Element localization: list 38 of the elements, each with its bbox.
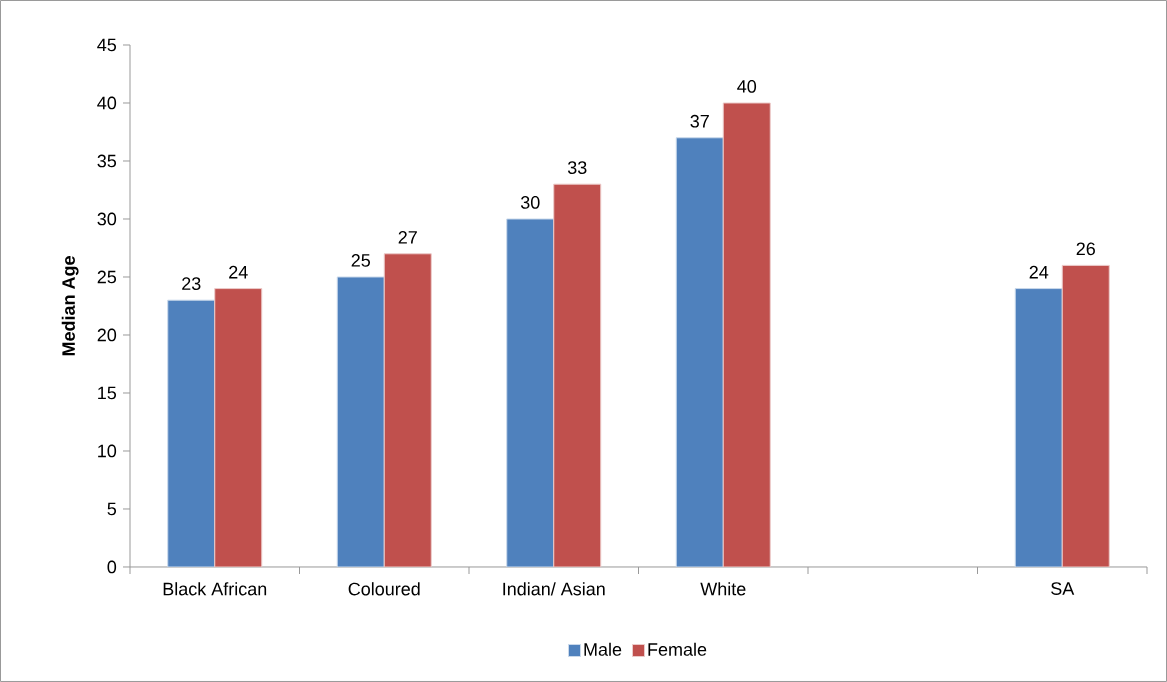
data-label: 24 [1029, 265, 1049, 279]
bar [722, 102, 771, 567]
data-label: 27 [398, 231, 417, 244]
data-label: 40 [737, 80, 757, 93]
y-tick-label: 10 [98, 444, 117, 458]
data-label: 30 [520, 196, 540, 209]
bar [675, 137, 724, 567]
legend-label: Female [648, 642, 707, 656]
bar [1014, 288, 1063, 567]
y-tick-label: 30 [97, 212, 117, 226]
bar [167, 299, 216, 567]
y-axis-title: Median Age [61, 256, 79, 356]
y-tick-label: 35 [97, 154, 117, 168]
bar [1061, 264, 1110, 567]
data-label: 26 [1076, 242, 1095, 256]
bar [336, 276, 385, 567]
data-label: 23 [182, 277, 201, 290]
bar [214, 288, 263, 567]
bar [506, 218, 555, 567]
x-tick-label: Indian/ Asian [503, 582, 605, 596]
data-label: 33 [567, 161, 587, 174]
y-tick-label: 45 [97, 38, 117, 52]
y-tick-label: 5 [107, 502, 117, 516]
data-label: 24 [229, 265, 248, 279]
y-tick-label: 25 [97, 270, 117, 284]
x-tick-label: White [700, 582, 746, 596]
x-tick-label: SA [1051, 582, 1075, 595]
legend-label: Male [584, 642, 622, 656]
y-tick-label: 20 [97, 328, 117, 342]
x-tick-label: Black African [163, 582, 267, 596]
y-tick-label: 15 [98, 386, 117, 400]
y-tick-label: 0 [107, 560, 117, 574]
data-label: 37 [690, 114, 709, 128]
data-label: 25 [351, 254, 371, 267]
x-tick-label: Coloured [348, 582, 420, 596]
bar [383, 253, 432, 567]
y-tick-label: 40 [97, 96, 117, 110]
bar [553, 183, 602, 567]
